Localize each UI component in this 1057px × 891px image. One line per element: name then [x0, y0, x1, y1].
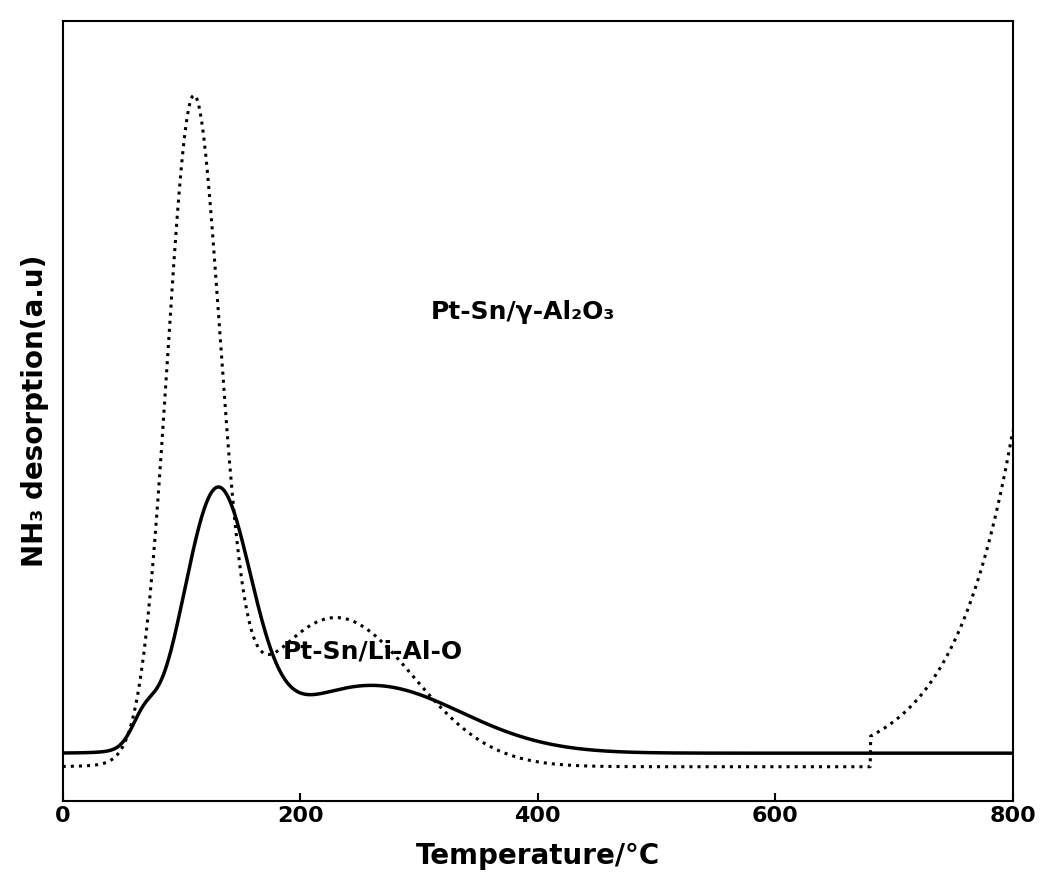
Text: Pt-Sn/γ-Al₂O₃: Pt-Sn/γ-Al₂O₃ [431, 300, 615, 324]
Text: Pt-Sn/Li-Al-O: Pt-Sn/Li-Al-O [282, 640, 463, 664]
X-axis label: Temperature/°C: Temperature/°C [415, 842, 660, 871]
Y-axis label: NH₃ desorption(a.u): NH₃ desorption(a.u) [21, 255, 49, 567]
